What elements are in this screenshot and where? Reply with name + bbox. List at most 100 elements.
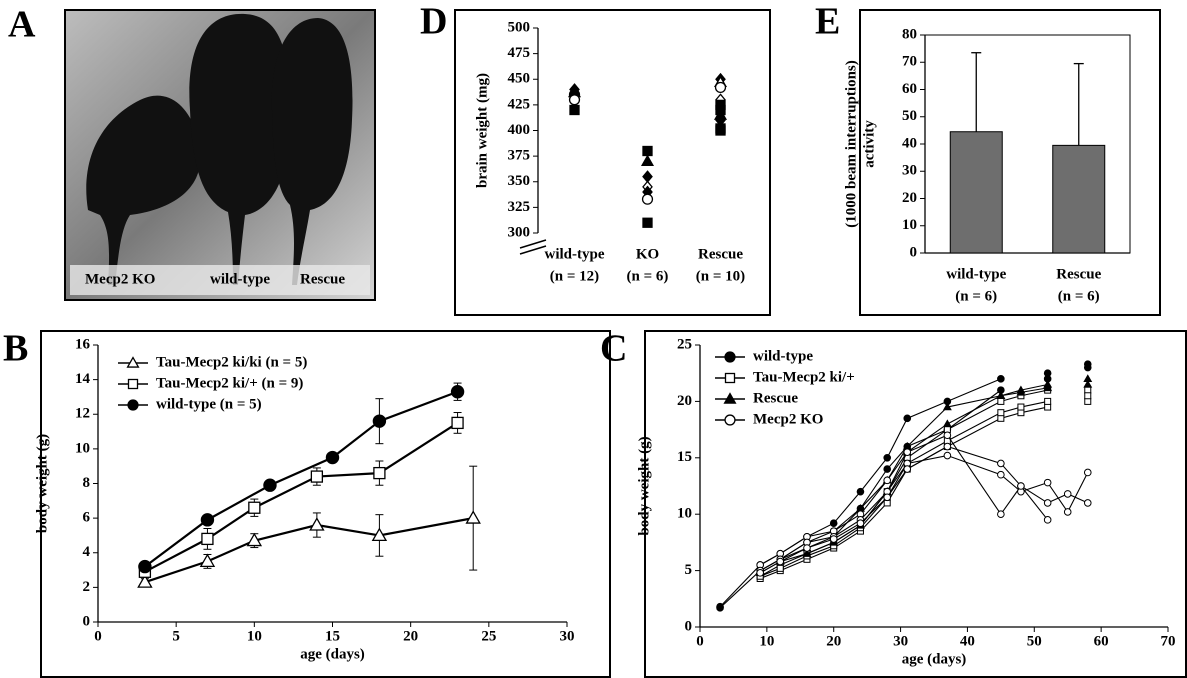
y-tick-label: 70: [902, 54, 917, 70]
y-tick-label: 25: [677, 336, 692, 352]
data-point: [200, 513, 215, 527]
y-tick-label: 475: [508, 45, 531, 61]
y-tick-label: 20: [902, 190, 917, 206]
data-point: [1063, 508, 1072, 516]
y-axis-label: brain weight (mg): [474, 73, 490, 188]
legend-label: Tau-Mecp2 ki/+: [753, 369, 855, 385]
legend-label: Tau-Mecp2 ki/+ (n = 9): [156, 375, 303, 391]
data-point: [137, 574, 153, 588]
x-tick-label: 20: [403, 628, 418, 644]
data-point: [996, 391, 1006, 399]
y-tick-label: 30: [902, 163, 917, 179]
y-tick-label: 350: [508, 173, 531, 189]
series-line: [144, 517, 474, 584]
data-point: [829, 535, 838, 543]
y-axis-label: body weight (g): [34, 434, 50, 533]
data-point: [1083, 379, 1093, 388]
legend-label: wild-type: [753, 348, 813, 364]
data-point: [310, 470, 324, 483]
data-point: [997, 510, 1005, 519]
data-point: [716, 604, 724, 612]
data-point: [803, 544, 811, 552]
data-point: [451, 416, 464, 430]
x-tick-label: 10: [759, 633, 774, 649]
data-point: [568, 94, 581, 106]
data-point: [640, 154, 655, 166]
x-tick-label: KO: [636, 246, 659, 262]
y-tick-label: 0: [685, 618, 693, 634]
x-tick-sublabel: (n = 6): [955, 288, 997, 304]
data-point: [1084, 386, 1092, 394]
panel-letter: D: [420, 1, 447, 43]
data-point: [943, 431, 952, 440]
data-point: [450, 385, 465, 399]
data-point: [569, 104, 580, 116]
mouse: [189, 13, 291, 285]
panel-frame: [454, 9, 771, 316]
y-tick-label: 300: [508, 224, 531, 240]
data-point: [642, 170, 653, 184]
y-tick-label: 16: [75, 336, 91, 352]
data-point: [715, 125, 726, 136]
data-point: [776, 557, 785, 566]
y-tick-label: 10: [902, 217, 917, 233]
data-point: [997, 459, 1005, 468]
data-point: [1044, 397, 1052, 405]
data-point: [1044, 403, 1052, 411]
y-tick-label: 375: [508, 148, 531, 164]
data-point: [1084, 397, 1092, 405]
data-point: [372, 414, 387, 428]
data-point: [325, 450, 340, 465]
y-tick-label: 80: [902, 26, 917, 42]
x-tick-label: 30: [560, 628, 575, 644]
x-tick-label: 30: [893, 633, 908, 649]
x-tick-sublabel: (n = 12): [550, 268, 599, 284]
data-point: [642, 217, 653, 228]
legend-label: Mecp2 KO: [753, 411, 823, 427]
y-tick-label: 2: [83, 579, 91, 595]
series-line: [144, 390, 458, 568]
x-axis-label: age (days): [902, 651, 967, 667]
data-point: [1063, 490, 1072, 498]
y-axis-label: (1000 beam interruptions): [843, 60, 859, 228]
data-point: [903, 414, 912, 423]
mouse: [86, 95, 201, 285]
y-tick-label: 15: [677, 449, 692, 465]
x-tick-label: wild-type: [946, 266, 1006, 282]
photo-label: Mecp2 KO: [85, 271, 155, 287]
panel-frame: [40, 330, 611, 678]
y-tick-label: 4: [83, 544, 91, 560]
legend-marker: [723, 392, 737, 404]
data-point: [997, 397, 1005, 405]
bar: [1052, 144, 1106, 254]
y-tick-label: 40: [902, 135, 917, 151]
y-tick-label: 8: [83, 475, 91, 491]
x-tick-label: 5: [172, 628, 180, 644]
y-tick-label: 10: [677, 506, 692, 522]
data-point: [903, 448, 912, 456]
y-tick-label: 6: [83, 510, 91, 526]
data-point: [199, 553, 216, 568]
photo-label: wild-type: [210, 271, 270, 287]
data-point: [373, 466, 386, 480]
y-tick-label: 60: [902, 81, 917, 97]
data-point: [942, 419, 952, 428]
data-point: [201, 532, 214, 546]
data-point: [883, 493, 892, 502]
data-point: [802, 549, 812, 557]
legend-label: Tau-Mecp2 ki/ki (n = 5): [156, 354, 307, 370]
y-tick-label: 12: [75, 406, 90, 422]
panel-letter: A: [8, 4, 36, 46]
x-tick-label: 0: [696, 633, 704, 649]
data-point: [1084, 392, 1092, 400]
data-point: [856, 519, 865, 528]
y-tick-label: 0: [83, 613, 91, 629]
y-tick-label: 5: [685, 562, 693, 578]
y-tick-label: 450: [508, 71, 531, 87]
photo-panel: [64, 9, 376, 301]
legend-marker: [127, 399, 139, 411]
y-axis-label: activity: [861, 120, 877, 168]
data-point: [883, 465, 892, 473]
data-point: [997, 414, 1005, 422]
